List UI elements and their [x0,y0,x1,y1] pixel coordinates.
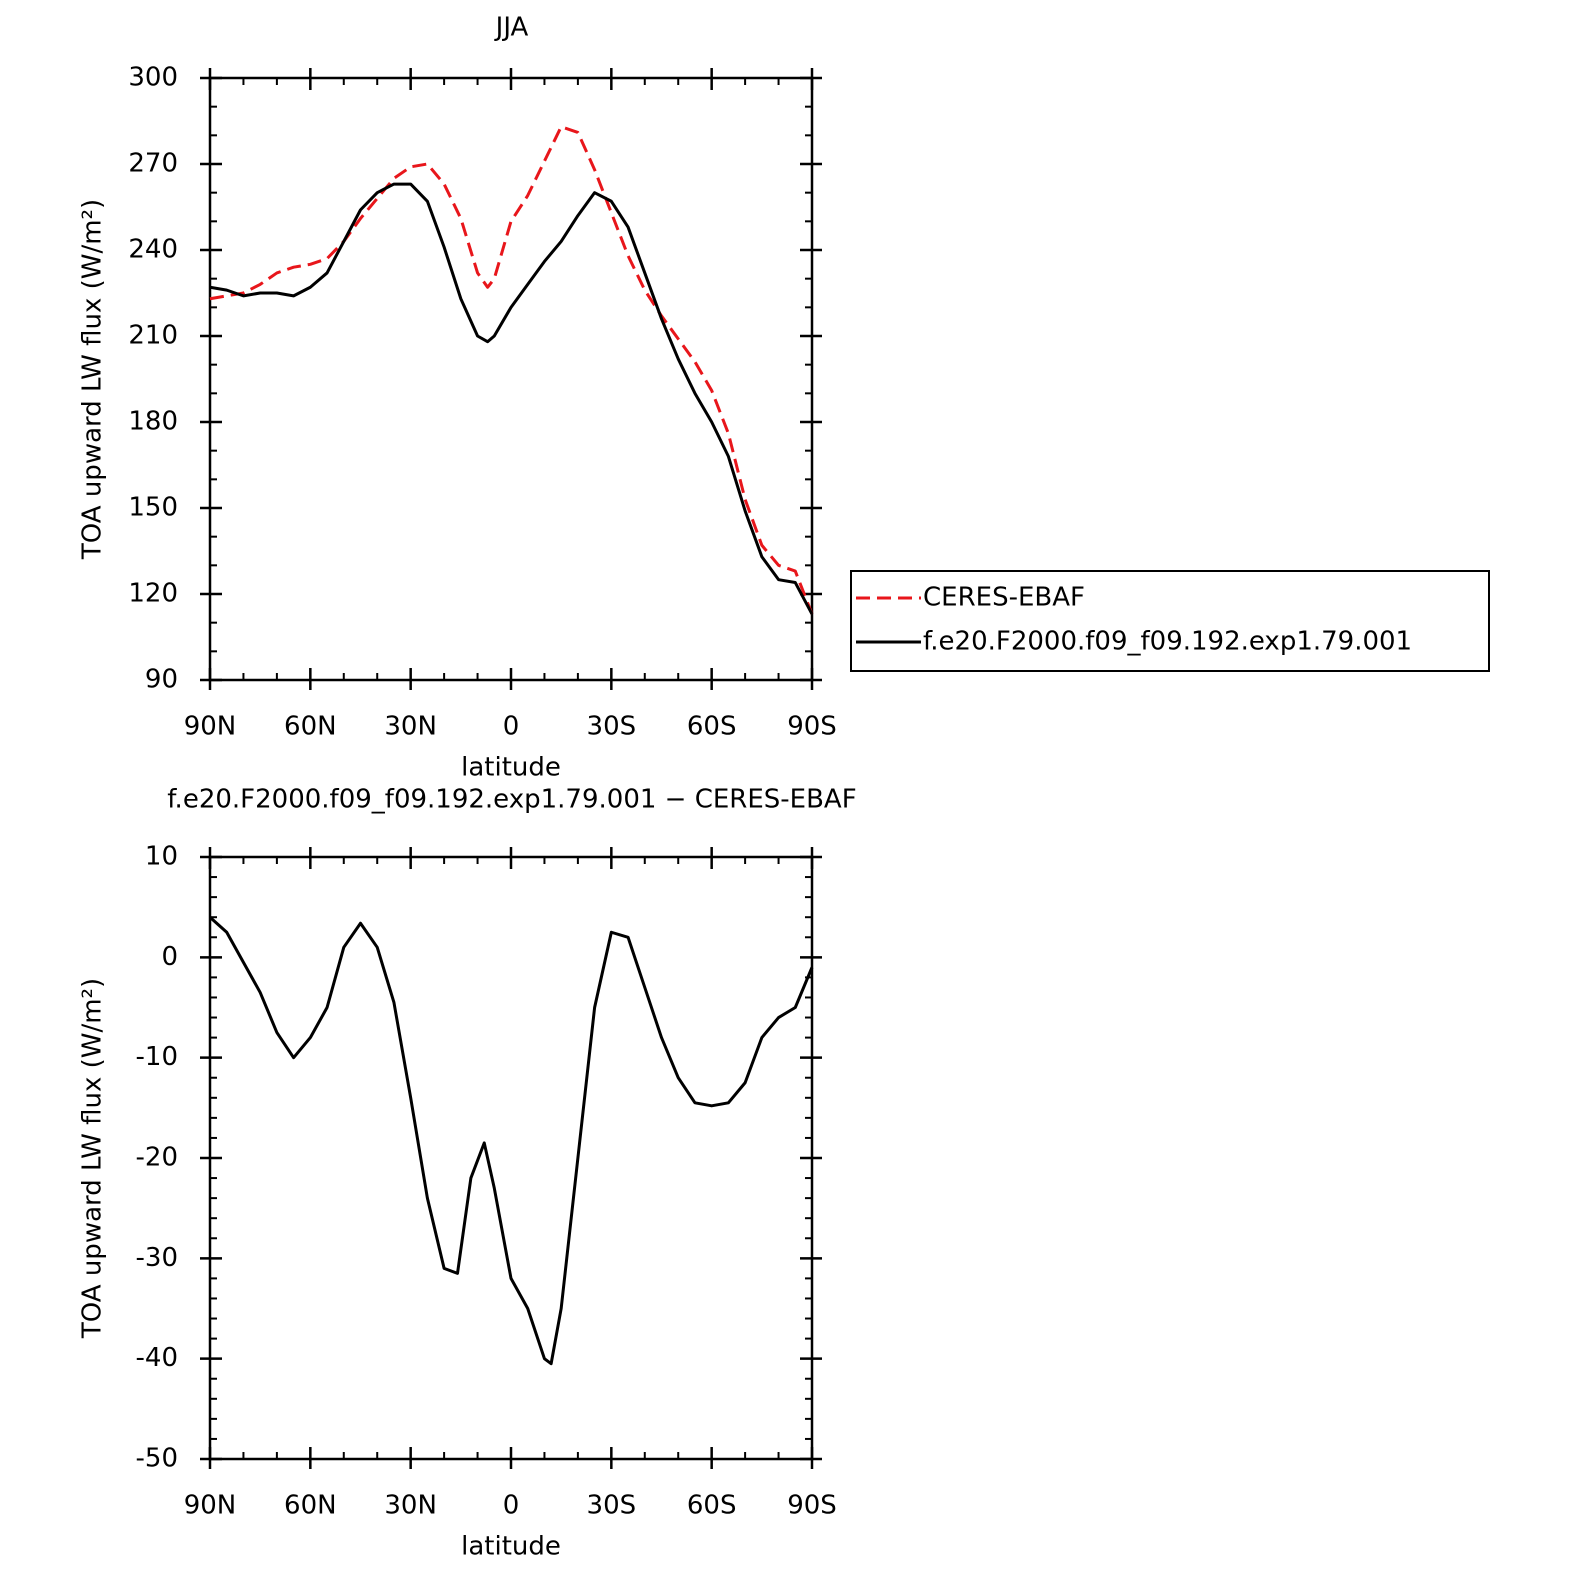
x-tick-label: 60N [284,1491,337,1521]
legend-label: CERES-EBAF [923,583,1085,613]
x-tick-label: 30N [384,1491,437,1521]
y-tick-label: 270 [128,149,178,179]
chart-title: JJA [494,13,529,43]
x-tick-label: 90N [184,1491,237,1521]
y-tick-label: -30 [136,1243,178,1273]
x-tick-label: 30S [587,1491,637,1521]
y-tick-label: -10 [136,1042,178,1072]
y-tick-label: -50 [136,1444,178,1474]
plot-frame [208,855,814,1461]
data-line [208,916,814,1366]
x-tick-label: 0 [503,1491,520,1521]
plot-frame [208,76,814,682]
y-tick-label: 120 [128,579,178,609]
x-tick-label: 30N [384,712,437,742]
legend-box [850,570,1490,672]
x-tick-label: 90S [787,1491,837,1521]
y-tick-label: 300 [128,63,178,93]
x-tick-label: 60N [284,712,337,742]
y-tick-label: 210 [128,321,178,351]
y-axis-label: TOA upward LW flux (W/m²) [78,199,108,560]
y-tick-label: 0 [161,942,178,972]
x-tick-label: 0 [503,712,520,742]
y-axis-label: TOA upward LW flux (W/m²) [78,978,108,1339]
x-axis-label: latitude [461,753,561,783]
y-tick-label: 180 [128,407,178,437]
y-tick-label: 10 [145,842,178,872]
y-tick-label: 90 [145,665,178,695]
x-tick-label: 90S [787,712,837,742]
x-tick-label: 90N [184,712,237,742]
x-tick-label: 60S [687,1491,737,1521]
y-tick-label: 150 [128,493,178,523]
x-axis-label: latitude [461,1532,561,1562]
x-tick-label: 30S [587,712,637,742]
legend-label: f.e20.F2000.f09_f09.192.exp1.79.001 [923,627,1412,657]
data-line [209,182,814,615]
y-tick-label: -20 [136,1143,178,1173]
chart-title: f.e20.F2000.f09_f09.192.exp1.79.001 − CE… [167,785,856,815]
y-tick-label: -40 [136,1343,178,1373]
data-line [209,125,814,615]
x-tick-label: 60S [687,712,737,742]
y-tick-label: 240 [128,235,178,265]
